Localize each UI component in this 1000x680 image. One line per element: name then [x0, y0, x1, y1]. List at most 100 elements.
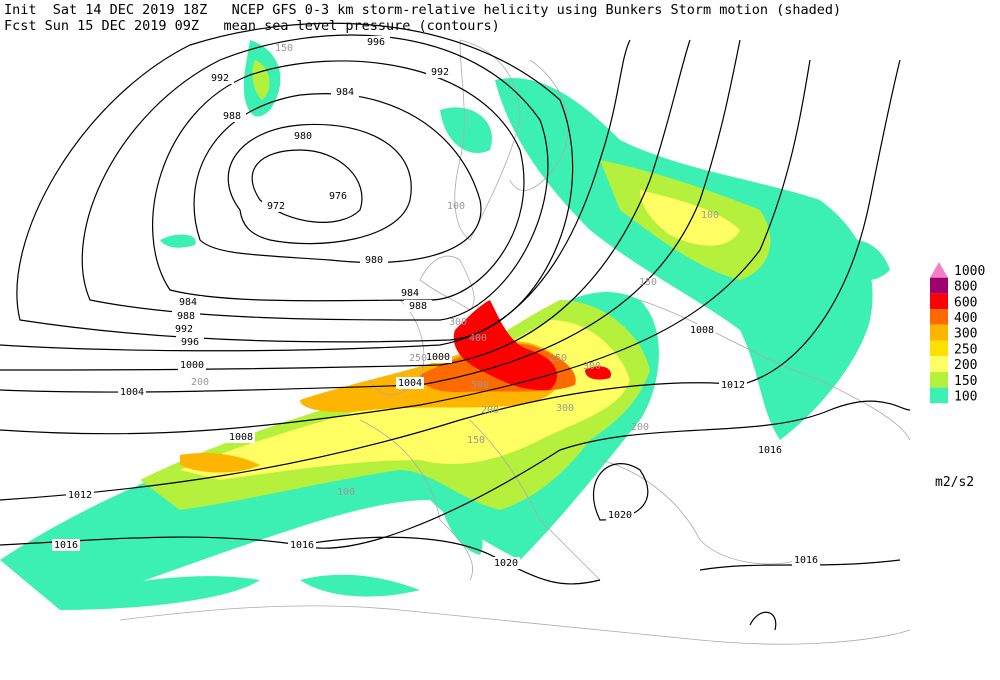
shading-label: 100 [701, 210, 719, 221]
legend-label: 800 [954, 280, 977, 295]
contour-label: 976 [329, 191, 347, 202]
contour-label-bg [492, 557, 520, 569]
contour-label-bg [178, 359, 206, 371]
shading-label: 300 [583, 361, 601, 372]
pressure-contours-shape [0, 39, 631, 352]
contour-label: 996 [367, 37, 385, 48]
contour-label: 1008 [690, 325, 714, 336]
shading-label: 100 [337, 487, 355, 498]
coastlines-shape [639, 299, 911, 441]
shading-100-shape [820, 239, 890, 281]
shading-200-shape [640, 190, 740, 246]
contour-label-bg [227, 431, 255, 443]
contour-label-bg [331, 86, 359, 98]
contour-label-bg [118, 386, 146, 398]
pressure-contours-shape [299, 536, 601, 585]
contour-label-bg [172, 310, 200, 322]
coastlines [119, 39, 911, 645]
shading-label: 400 [469, 333, 487, 344]
legend-label: 1000 [954, 264, 985, 279]
shading-label: 200 [191, 377, 209, 388]
contour-label-bg [218, 110, 246, 122]
pressure-contours [0, 22, 911, 631]
contour-label: 984 [401, 288, 419, 299]
legend-label: 200 [954, 358, 977, 373]
legend-swatch [930, 293, 948, 310]
pressure-contours-shape [152, 60, 525, 302]
shading-label: 300 [449, 317, 467, 328]
shading-label-group: 1501002002503004003002502001501005003002… [191, 43, 719, 498]
pressure-contours-shape [0, 39, 691, 371]
contour-label: 1020 [494, 558, 518, 569]
shading-label: 500 [471, 380, 489, 391]
legend-label: 600 [954, 295, 977, 310]
contour-label-bg [606, 509, 634, 521]
shading-300-shape [180, 453, 260, 473]
header-line: Fcst Sun 15 DEC 2019 09Z mean sea level … [4, 18, 500, 34]
pressure-contours-shape [81, 34, 549, 321]
contour-label: 996 [181, 337, 199, 348]
contour-label: 984 [336, 87, 354, 98]
contour-label: 1004 [398, 378, 422, 389]
shading-label: 200 [481, 405, 499, 416]
contour-label-bg [424, 351, 452, 363]
shading-100-shape [160, 234, 196, 248]
pressure-contours-shape [251, 149, 363, 223]
legend-swatch [930, 277, 948, 294]
contour-label: 1012 [721, 380, 745, 391]
legend-label: 150 [954, 374, 977, 389]
legend-swatch [930, 371, 948, 388]
shading-label: 150 [275, 43, 293, 54]
legend-label: 100 [954, 389, 977, 404]
contour-label-bg [206, 72, 234, 84]
legend-label: 300 [954, 327, 977, 342]
contour-label-bg [688, 324, 716, 336]
contour-label: 984 [179, 297, 197, 308]
contour-label-bg [176, 336, 204, 348]
contour-label-bg [792, 554, 820, 566]
header-line: Init Sat 14 DEC 2019 18Z NCEP GFS 0-3 km… [4, 2, 841, 18]
contour-label: 980 [294, 131, 312, 142]
coastlines-shape [419, 255, 475, 311]
shading-label: 200 [631, 422, 649, 433]
contour-label-bg [396, 287, 424, 299]
pressure-contours-shape [0, 39, 741, 393]
contour-label-bg [719, 379, 747, 391]
contour-label-bg [756, 444, 784, 456]
legend-label: 250 [954, 342, 977, 357]
contour-label: 992 [175, 324, 193, 335]
pressure-contours-shape [0, 59, 811, 435]
coastlines-shape [469, 419, 601, 581]
contour-label: 988 [177, 311, 195, 322]
contour-label: 972 [267, 201, 285, 212]
pressure-contours-shape [0, 59, 901, 501]
contour-label: 1004 [120, 387, 144, 398]
contour-label-bg [52, 539, 80, 551]
pressure-contours-shape [227, 123, 412, 245]
legend-swatch [930, 324, 948, 341]
contour-label: 1016 [758, 445, 782, 456]
legend-swatch [930, 356, 948, 372]
contour-label-bg [66, 489, 94, 501]
shading-100-shape [495, 78, 873, 440]
shading-label: 150 [639, 277, 657, 288]
shading-100-shape [60, 576, 260, 610]
shading-label: 250 [409, 353, 427, 364]
coastlines-shape [359, 419, 473, 581]
shading-label: 100 [447, 201, 465, 212]
contour-label: 1008 [229, 432, 253, 443]
shading-100-shape [440, 107, 492, 154]
contour-label: 980 [365, 255, 383, 266]
contour-label-bg [396, 377, 424, 389]
contour-label-bg [170, 323, 198, 335]
contour-label: 992 [211, 73, 229, 84]
coastlines-shape [599, 459, 801, 565]
legend-unit: m2/s2 [935, 475, 974, 490]
shading-100-shape [300, 574, 420, 597]
legend-swatch [930, 387, 948, 404]
legend-label: 400 [954, 311, 977, 326]
pressure-contours-shape [193, 93, 482, 264]
contour-label-bg [174, 296, 202, 308]
